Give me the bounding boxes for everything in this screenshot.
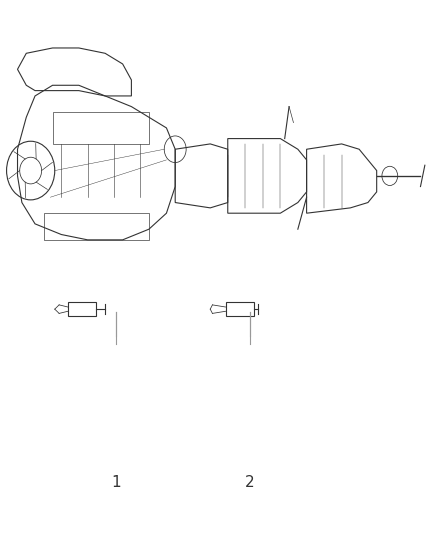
Text: 1: 1	[111, 475, 121, 490]
Bar	[68, 302, 96, 316]
Bar	[53, 112, 149, 144]
Text: 2: 2	[245, 475, 254, 490]
Bar	[226, 302, 254, 316]
Bar	[44, 213, 149, 240]
